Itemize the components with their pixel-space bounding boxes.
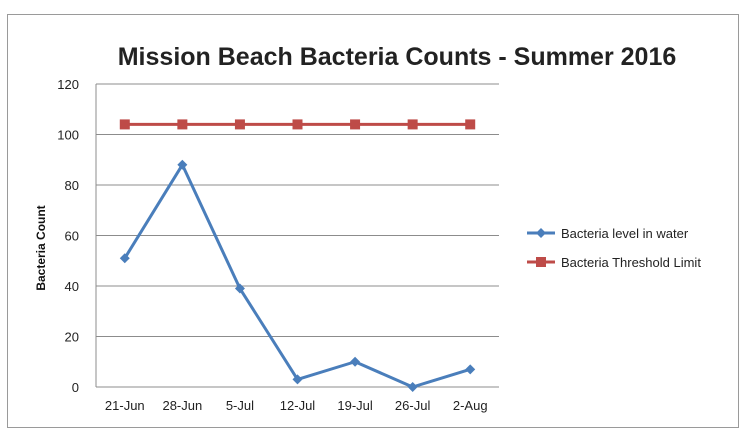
water-level-point xyxy=(177,159,188,170)
water-level-point xyxy=(234,283,245,294)
chart-title: Mission Beach Bacteria Counts - Summer 2… xyxy=(118,43,677,71)
y-tick-label: 100 xyxy=(57,128,79,143)
legend-label-threshold: Bacteria Threshold Limit xyxy=(561,255,701,270)
legend-marker-threshold xyxy=(536,257,546,267)
water-level-point xyxy=(292,374,303,385)
chart-svg: Mission Beach Bacteria Counts - Summer 2… xyxy=(34,43,701,413)
threshold-point xyxy=(350,119,361,130)
threshold-point xyxy=(292,119,303,130)
x-tick-label: 19-Jul xyxy=(337,398,373,413)
y-axis-label: Bacteria Count xyxy=(34,205,48,290)
water-level-point xyxy=(407,382,418,392)
y-tick-label: 60 xyxy=(65,229,79,244)
water-level-line xyxy=(123,163,471,389)
legend: Bacteria level in water Bacteria Threshol… xyxy=(527,226,701,270)
x-tick-label: 26-Jul xyxy=(395,398,431,413)
threshold-point xyxy=(119,119,130,130)
legend-label-water-level: Bacteria level in water xyxy=(561,226,689,241)
y-tick-label: 40 xyxy=(65,279,79,294)
chart-frame: Mission Beach Bacteria Counts - Summer 2… xyxy=(7,14,739,428)
water-level-point xyxy=(119,253,130,264)
threshold-point xyxy=(177,119,188,130)
y-tick-label: 20 xyxy=(65,330,79,345)
x-tick-label: 2-Aug xyxy=(453,398,488,413)
axes xyxy=(95,84,499,388)
legend-marker-water-level xyxy=(536,228,546,238)
water-level-point xyxy=(465,364,476,375)
y-tick-label: 80 xyxy=(65,178,79,193)
x-tick-label: 28-Jun xyxy=(162,398,202,413)
tick-labels: 0 20 40 60 80 100 120 21-Jun 28-Jun 5-Jul 12-Jul 19… xyxy=(57,77,487,413)
x-tick-label: 5-Jul xyxy=(226,398,254,413)
x-tick-label: 12-Jul xyxy=(280,398,316,413)
water-level-point xyxy=(350,356,361,367)
threshold-point xyxy=(234,119,245,130)
series-layer xyxy=(119,119,476,392)
y-tick-label: 120 xyxy=(57,77,79,92)
x-tick-label: 21-Jun xyxy=(105,398,145,413)
y-tick-label: 0 xyxy=(72,380,79,395)
gridlines xyxy=(96,83,499,337)
threshold-point xyxy=(407,119,418,130)
threshold-point xyxy=(465,119,476,130)
